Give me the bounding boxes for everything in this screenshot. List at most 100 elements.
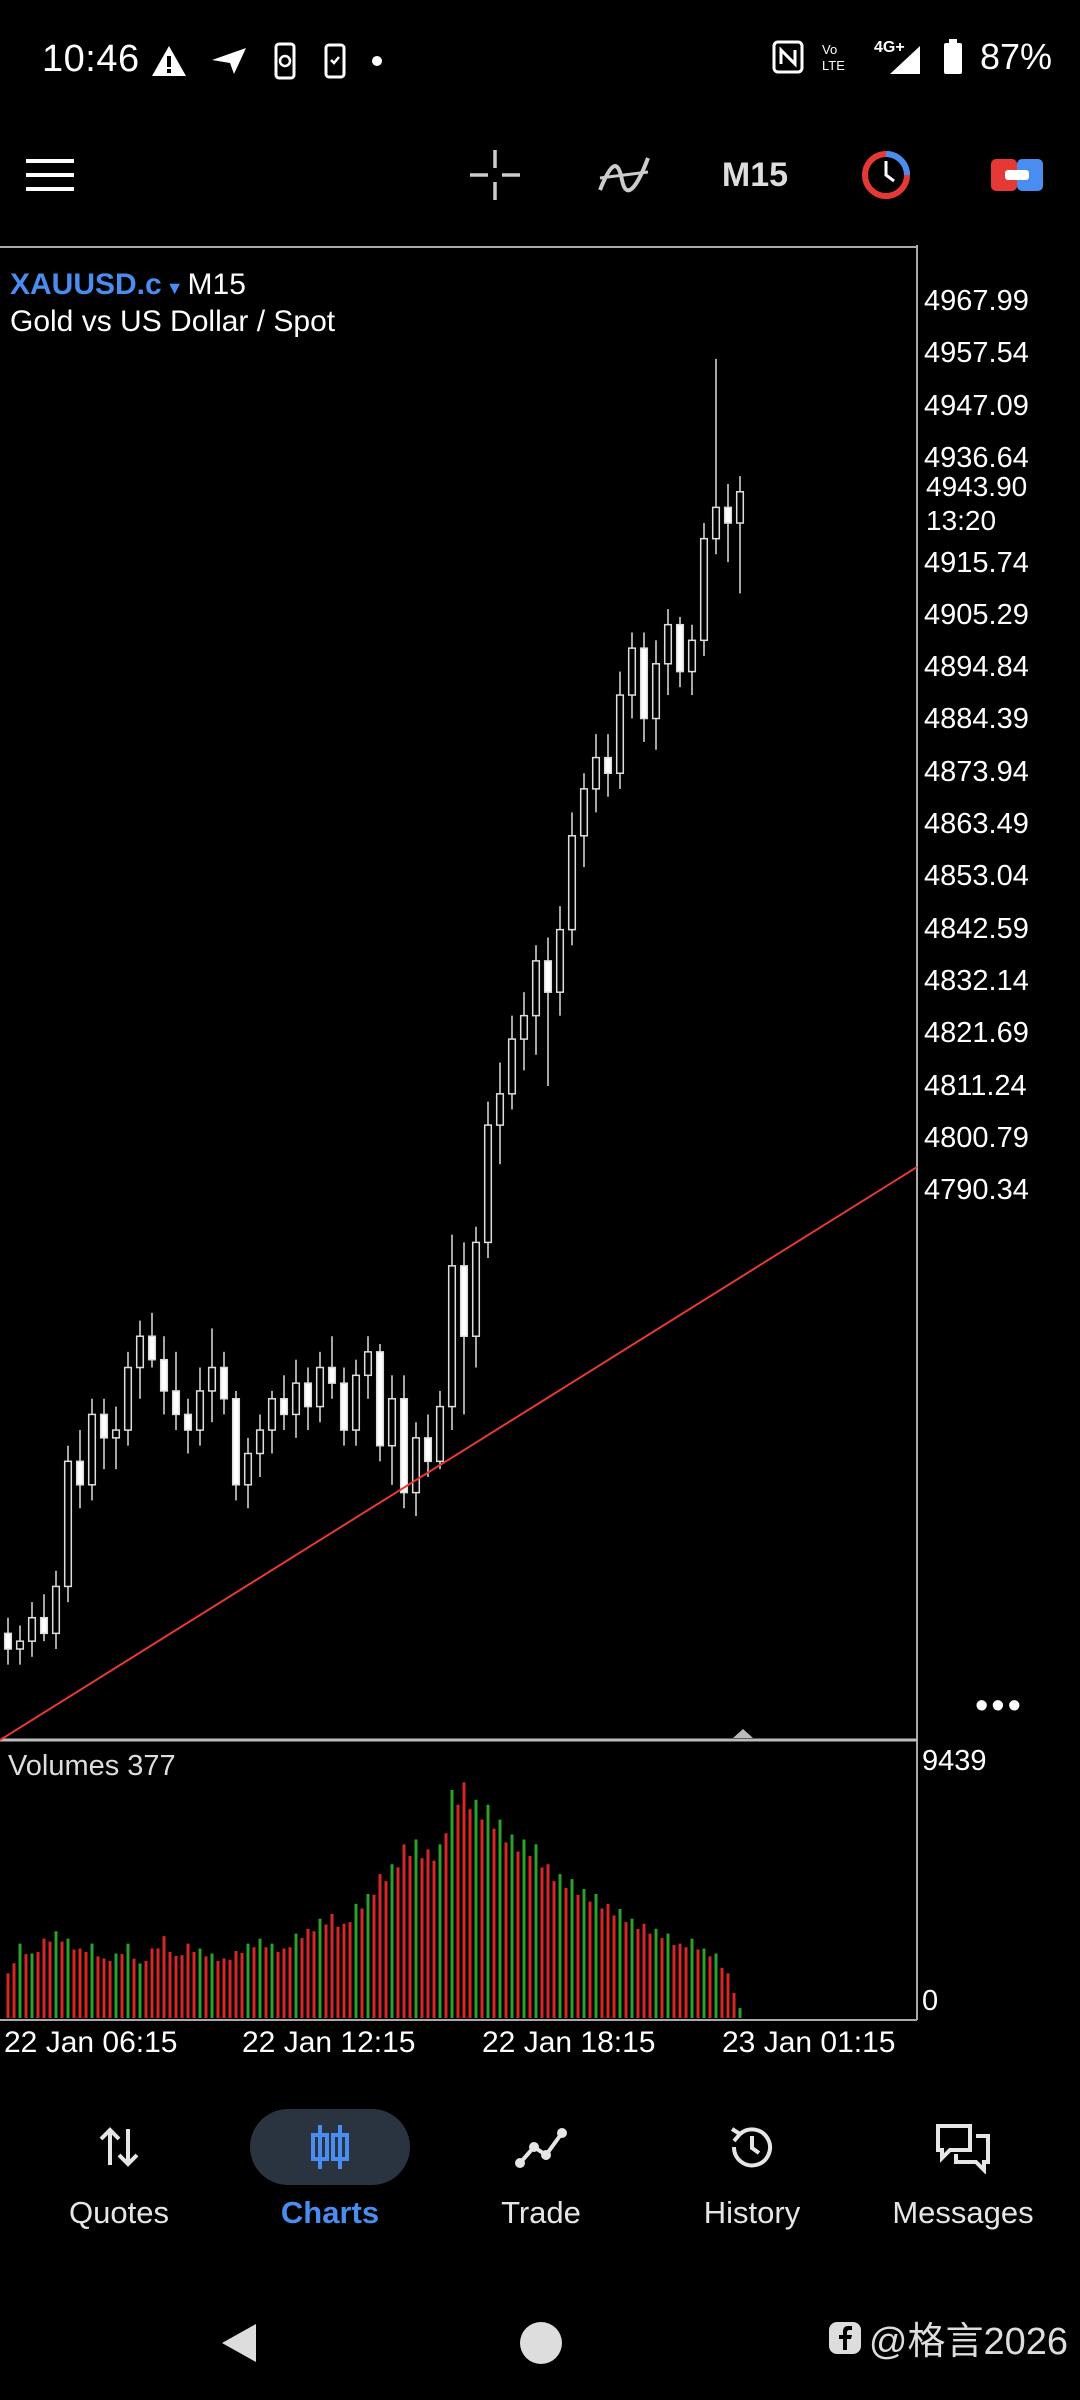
candle: [219, 1366, 229, 1400]
more-dots-icon[interactable]: •••: [975, 1685, 1024, 1727]
trend-line: [0, 1166, 918, 1741]
nav-charts[interactable]: Charts: [222, 2095, 438, 2235]
candle: [591, 756, 601, 790]
crosshair-icon[interactable]: [465, 140, 525, 210]
candle: [411, 1437, 421, 1494]
price-axis-label: 4790.34: [924, 1174, 1029, 1207]
price-axis-label: 4821.69: [924, 1017, 1029, 1050]
candle: [447, 1265, 457, 1408]
clock-icon[interactable]: [856, 140, 916, 210]
candle: [555, 928, 565, 993]
status-bar: 10:46 Vo LTE 4G+ 87%: [0, 0, 1080, 120]
volume-axis-max: 9439: [922, 1745, 987, 1777]
nav-history[interactable]: History: [644, 2095, 860, 2235]
candle: [519, 1014, 529, 1040]
candle: [27, 1616, 37, 1642]
history-clock-icon: [672, 2109, 832, 2185]
candle: [87, 1413, 97, 1486]
candle: [567, 835, 577, 931]
candle: [507, 1038, 517, 1095]
candle: [135, 1335, 145, 1369]
candle: [339, 1382, 349, 1431]
candle: [531, 960, 541, 1017]
candle: [723, 506, 733, 524]
time-label: 22 Jan 12:15: [242, 2026, 416, 2059]
price-axis-label: 4947.09: [924, 389, 1029, 422]
price-axis-label: 4873.94: [924, 755, 1029, 788]
candle: [111, 1429, 121, 1439]
dot-icon: [372, 56, 382, 66]
system-navigation-bar: [0, 2290, 1080, 2400]
time-label: 22 Jan 18:15: [482, 2026, 656, 2059]
current-price: 4943.90: [926, 471, 1028, 502]
symbol-name: XAUUSD.c: [10, 268, 162, 301]
price-chart[interactable]: [0, 245, 1080, 2060]
price-axis-label: 4957.54: [924, 337, 1029, 370]
candle: [483, 1124, 493, 1244]
price-axis-label: 4832.14: [924, 964, 1029, 997]
battery-percentage: 87%: [979, 36, 1052, 77]
candle: [159, 1358, 169, 1392]
candle: [195, 1390, 205, 1431]
candle: [147, 1335, 157, 1361]
chat-bubbles-icon: [883, 2109, 1043, 2185]
symbol-timeframe: M15: [187, 268, 246, 301]
candle: [627, 647, 637, 696]
candle: [351, 1374, 361, 1431]
candle: [243, 1452, 253, 1486]
time-label: 23 Jan 01:15: [722, 2026, 896, 2059]
candle: [675, 623, 685, 673]
svg-text:LTE: LTE: [822, 58, 845, 73]
candle: [687, 639, 697, 673]
paper-plane-icon: [212, 48, 246, 74]
nfc-icon: [772, 40, 804, 74]
candle: [399, 1398, 409, 1494]
candle: [291, 1382, 301, 1416]
warning-icon: [152, 46, 186, 76]
one-click-trading-icon[interactable]: [982, 140, 1052, 210]
current-price-marker: 4943.90 13:20: [922, 468, 1032, 540]
price-axis-label: 4967.99: [924, 285, 1029, 317]
candle: [663, 623, 673, 665]
watermark: @格言2026: [827, 2310, 1068, 2365]
chart-symbol-header[interactable]: XAUUSD.c ▼ M15: [10, 268, 246, 302]
indicators-icon[interactable]: [592, 140, 656, 210]
candle: [495, 1093, 505, 1126]
candle: [15, 1640, 25, 1650]
candle: [651, 663, 661, 720]
time-axis: 22 Jan 06:15 22 Jan 12:15 22 Jan 18:15 2…: [0, 2022, 918, 2062]
candle: [435, 1405, 445, 1463]
candle: [315, 1366, 325, 1408]
candlestick-icon: [250, 2109, 410, 2185]
candle: [123, 1366, 133, 1431]
phone-sync-icon: [274, 42, 296, 80]
volume-axis-min: 0: [922, 1985, 939, 2017]
candle-timer: 13:20: [926, 505, 997, 536]
candle: [279, 1398, 289, 1416]
price-axis-label: 4915.74: [924, 546, 1029, 579]
price-axis-label: 4811.24: [924, 1069, 1027, 1102]
candle: [735, 491, 745, 524]
nav-trade[interactable]: Trade: [433, 2095, 649, 2235]
nav-messages[interactable]: Messages: [855, 2095, 1071, 2235]
candle: [267, 1398, 277, 1431]
facebook-icon: [828, 2321, 861, 2354]
price-axis-label: 4884.39: [924, 703, 1029, 736]
price-axis-label: 4842.59: [924, 912, 1029, 945]
timeframe-button[interactable]: M15: [721, 155, 789, 194]
home-circle-icon[interactable]: [518, 2320, 564, 2366]
candle: [231, 1398, 241, 1486]
candle: [363, 1351, 373, 1377]
candle: [327, 1366, 337, 1384]
candle: [711, 506, 721, 540]
hamburger-menu-icon[interactable]: [20, 140, 80, 210]
candle: [387, 1398, 397, 1447]
candle: [459, 1265, 469, 1337]
nav-quotes[interactable]: Quotes: [11, 2095, 227, 2235]
signal-icon: 4G+: [874, 39, 920, 74]
chart-toolbar: M15: [0, 130, 1080, 220]
back-triangle-icon[interactable]: [218, 2320, 260, 2366]
candle: [255, 1429, 265, 1455]
candle: [579, 788, 589, 837]
candle: [99, 1413, 109, 1439]
